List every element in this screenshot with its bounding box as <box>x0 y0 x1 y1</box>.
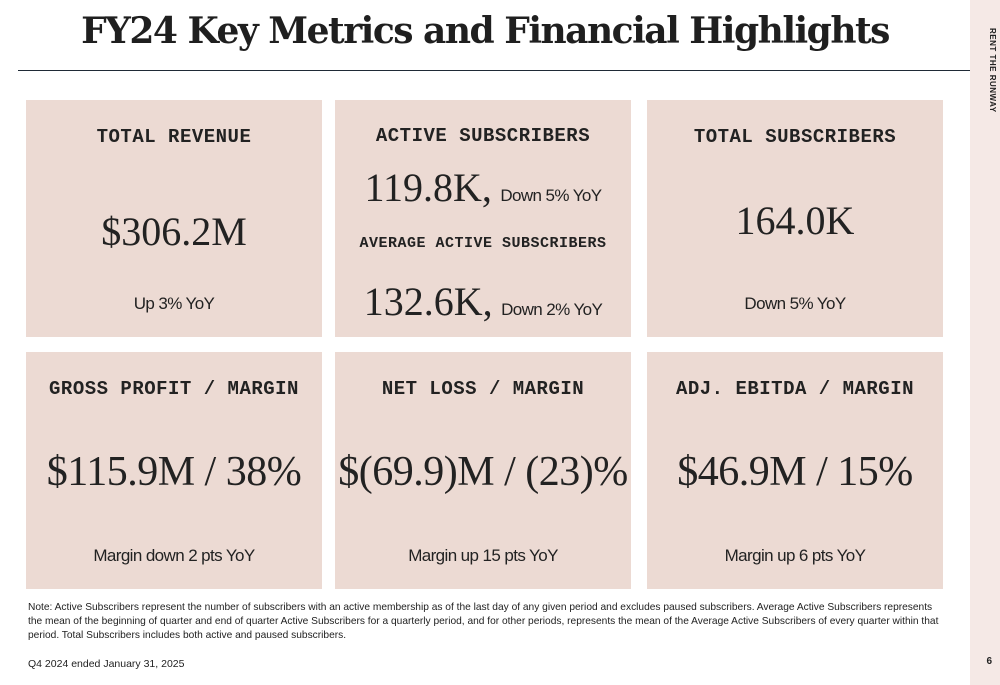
footnote: Note: Active Subscribers represent the n… <box>28 602 939 641</box>
net-loss-card: NET LOSS / MARGIN $(69.9)M / (23)% Margi… <box>335 352 631 589</box>
card-value: $46.9M / 15% <box>677 449 913 495</box>
brand-label: RENT THE RUNWAY <box>988 28 997 113</box>
card-label: TOTAL REVENUE <box>96 126 252 148</box>
adj-ebitda-card: ADJ. EBITDA / MARGIN $46.9M / 15% Margin… <box>647 352 943 589</box>
total-subscribers-card: TOTAL SUBSCRIBERS 164.0K Down 5% YoY <box>647 100 943 337</box>
card-label: ACTIVE SUBSCRIBERS <box>375 125 591 147</box>
period-footer: Q4 2024 ended January 31, 2025 <box>28 658 185 670</box>
card-change: Up 3% YoY <box>133 294 215 313</box>
card-label: NET LOSS / MARGIN <box>381 378 585 400</box>
page-number: 6 <box>986 656 992 667</box>
card-label: ADJ. EBITDA / MARGIN <box>675 378 915 400</box>
card-label: TOTAL SUBSCRIBERS <box>693 126 897 148</box>
card-value: 164.0K <box>735 198 855 243</box>
card-value: $(69.9)M / (23)% <box>338 449 628 495</box>
card-value: $306.2M <box>101 209 247 254</box>
card-value: $115.9M / 38% <box>46 449 302 495</box>
avg-active-change: Down 2% YoY <box>501 300 603 319</box>
card-value: 119.8K, <box>364 165 492 210</box>
avg-active-value: 132.6K, <box>363 279 493 324</box>
active-value-row: 119.8K, Down 5% YoY <box>335 164 631 211</box>
avg-active-value-row: 132.6K, Down 2% YoY <box>335 278 631 325</box>
total-revenue-card: TOTAL REVENUE $306.2M Up 3% YoY <box>26 100 322 337</box>
title-divider <box>18 70 970 71</box>
avg-active-label: AVERAGE ACTIVE SUBSCRIBERS <box>359 235 607 252</box>
gross-profit-card: GROSS PROFIT / MARGIN $115.9M / 38% Marg… <box>26 352 322 589</box>
sidebar: RENT THE RUNWAY 6 <box>970 0 1000 685</box>
card-change: Margin down 2 pts YoY <box>93 546 255 565</box>
card-change: Margin up 6 pts YoY <box>724 546 866 565</box>
card-change: Down 5% YoY <box>744 294 846 313</box>
active-subscribers-card: ACTIVE SUBSCRIBERS 119.8K, Down 5% YoY A… <box>335 100 631 337</box>
card-label: GROSS PROFIT / MARGIN <box>49 378 299 400</box>
page-title: FY24 Key Metrics and Financial Highlight… <box>81 10 890 52</box>
card-change: Margin up 15 pts YoY <box>408 546 558 565</box>
card-change: Down 5% YoY <box>500 186 602 205</box>
